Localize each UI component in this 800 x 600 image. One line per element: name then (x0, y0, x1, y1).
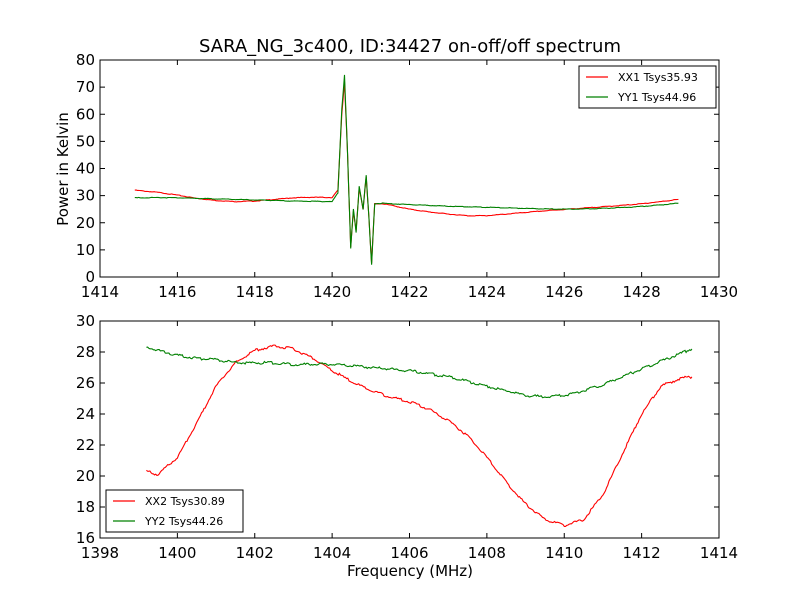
x-tick-label: 1422 (390, 283, 428, 301)
series-line-xx2 (146, 344, 693, 527)
panel-top: 1414 1416 1418 1420 1422 1424 1426 1428 1430 0 10 2… (76, 51, 738, 301)
panel-bottom: 1398 1400 1402 1404 1406 1408 1410 1412 1414 16 18… (76, 312, 738, 562)
y-tick-label: 10 (76, 241, 95, 259)
legend: XX1 Tsys35.93 YY1 Tsys44.96 (578, 65, 717, 109)
x-tick-label: 1428 (623, 283, 661, 301)
y-tick-label: 26 (76, 374, 95, 392)
x-tick-label: 1424 (468, 283, 506, 301)
legend-box (105, 489, 244, 533)
x-tick-label: 1414 (81, 283, 119, 301)
x-tick-label: 1400 (158, 544, 196, 562)
y-tick-label: 30 (76, 187, 95, 205)
x-tick-label: 1398 (81, 544, 119, 562)
y-tick-label: 20 (76, 467, 95, 485)
x-tick-label: 1420 (313, 283, 351, 301)
top-y-axis-label: Power in Kelvin (54, 112, 72, 226)
legend-label: YY1 Tsys44.96 (617, 91, 696, 104)
chart-panels: 1414 1416 1418 1420 1422 1424 1426 1428 1430 0 10 2… (76, 51, 738, 562)
y-tick-label: 30 (76, 312, 95, 330)
y-tick-label: 24 (76, 405, 95, 423)
y-tick-label: 20 (76, 214, 95, 232)
chart-title: SARA_NG_3c400, ID:34427 on-off/off spect… (199, 36, 621, 57)
legend-label: XX2 Tsys30.89 (145, 495, 225, 508)
series-line-yy2 (146, 346, 693, 399)
legend-box (578, 65, 717, 109)
x-tick-label: 1412 (623, 544, 661, 562)
series-line-yy1 (134, 74, 679, 265)
y-tick-label: 0 (85, 268, 95, 286)
x-tick-label: 1418 (236, 283, 274, 301)
legend: XX2 Tsys30.89 YY2 Tsys44.26 (105, 489, 244, 533)
x-tick-label: 1410 (545, 544, 583, 562)
x-tick-label: 1414 (700, 544, 738, 562)
y-tick-label: 60 (76, 105, 95, 123)
y-tick-label: 40 (76, 160, 95, 178)
y-tick-label: 16 (76, 529, 95, 547)
x-tick-label: 1416 (158, 283, 196, 301)
y-tick-label: 50 (76, 132, 95, 150)
y-tick-label: 22 (76, 436, 95, 454)
x-tick-label: 1402 (236, 544, 274, 562)
x-tick-label: 1430 (700, 283, 738, 301)
x-tick-label: 1408 (468, 544, 506, 562)
legend-label: XX1 Tsys35.93 (618, 71, 698, 84)
legend-label: YY2 Tsys44.26 (144, 515, 223, 528)
y-tick-label: 28 (76, 343, 95, 361)
x-tick-label: 1426 (545, 283, 583, 301)
x-tick-label: 1406 (390, 544, 428, 562)
y-tick-label: 70 (76, 78, 95, 96)
bottom-x-axis-label: Frequency (MHz) (347, 562, 473, 580)
y-tick-label: 18 (76, 498, 95, 516)
x-tick-label: 1404 (313, 544, 351, 562)
y-tick-label: 80 (76, 51, 95, 69)
series-line-xx1 (134, 81, 679, 264)
